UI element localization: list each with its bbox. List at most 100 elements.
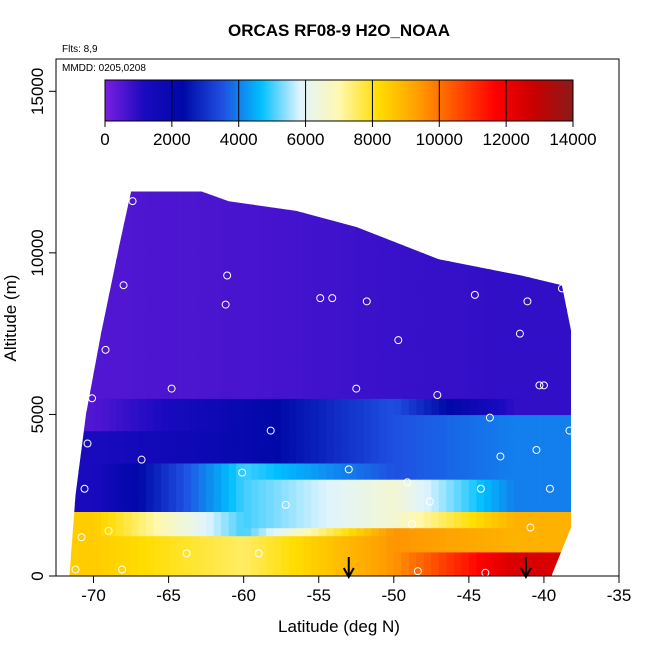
heatmap-cell (71, 446, 80, 456)
heatmap-cell (86, 204, 95, 214)
heatmap-cell (251, 511, 260, 521)
heatmap-cell (416, 191, 425, 197)
heatmap-cell (86, 191, 95, 197)
heatmap-cell (468, 317, 477, 327)
heatmap-cell (348, 236, 357, 246)
heatmap-cell (558, 471, 567, 480)
heatmap-cell (438, 204, 447, 214)
heatmap-cell (348, 333, 357, 343)
heatmap-cell (468, 333, 477, 343)
heatmap-cell (198, 543, 207, 553)
heatmap-cell (476, 244, 485, 254)
heatmap-cell (228, 430, 237, 440)
heatmap-cell (416, 382, 425, 391)
heatmap-cell (131, 341, 140, 351)
heatmap-cell (371, 244, 380, 254)
heatmap-cell (138, 196, 147, 205)
heatmap-cell (108, 293, 117, 302)
heatmap-cell (423, 406, 432, 416)
heatmap-cell (551, 333, 560, 343)
heatmap-cell (513, 430, 522, 440)
heatmap-cell (251, 487, 260, 496)
heatmap-cell (116, 390, 125, 399)
heatmap-cell (69, 301, 72, 310)
heatmap-cell (153, 543, 162, 553)
heatmap-cell (243, 357, 252, 367)
heatmap-cell (206, 191, 215, 197)
heatmap-cell (371, 414, 380, 424)
heatmap-cell (273, 357, 282, 367)
heatmap-cell (551, 551, 560, 561)
heatmap-cell (521, 487, 530, 496)
heatmap-cell (513, 285, 522, 294)
heatmap-cell (566, 309, 571, 319)
heatmap-cell (483, 406, 492, 416)
heatmap-cell (371, 349, 380, 359)
heatmap-cell (78, 325, 87, 335)
heatmap-cell (243, 511, 252, 521)
heatmap-cell (528, 567, 537, 576)
heatmap-cell (258, 479, 267, 488)
heatmap-cell (236, 191, 245, 197)
heatmap-cell (191, 551, 200, 561)
heatmap-cell (168, 519, 177, 529)
heatmap-cell (311, 293, 320, 302)
heatmap-cell (281, 220, 290, 230)
heatmap-cell (146, 511, 155, 521)
heatmap-cell (513, 220, 522, 230)
heatmap-cell (536, 349, 545, 359)
heatmap-cell (161, 309, 170, 319)
heatmap-cell (206, 454, 215, 464)
heatmap-cell (476, 479, 485, 488)
heatmap-cell (311, 503, 320, 512)
heatmap-cell (551, 503, 560, 512)
heatmap-cell (423, 204, 432, 214)
heatmap-cell (333, 366, 342, 375)
heatmap-cell (551, 196, 560, 205)
heatmap-cell (236, 398, 245, 407)
heatmap-cell (566, 317, 571, 327)
heatmap-cell (506, 212, 515, 222)
heatmap-cell (356, 252, 365, 262)
heatmap-cell (198, 212, 207, 222)
heatmap-cell (476, 357, 485, 367)
heatmap-cell (251, 559, 260, 569)
heatmap-cell (566, 341, 571, 351)
sample-point (539, 381, 548, 390)
heatmap-cell (236, 236, 245, 246)
heatmap-cell (438, 462, 447, 472)
heatmap-cell (221, 495, 230, 504)
heatmap-cell (273, 414, 282, 424)
heatmap-cell (266, 438, 275, 448)
heatmap-cell (198, 479, 207, 488)
heatmap-cell (506, 220, 515, 230)
heatmap-cell (266, 220, 275, 230)
heatmap-cell (393, 252, 402, 262)
heatmap-cell (131, 446, 140, 456)
heatmap-cell (221, 454, 230, 464)
heatmap-cell (536, 511, 545, 521)
heatmap-cell (401, 398, 410, 407)
heatmap-cell (266, 519, 275, 529)
sample-point (403, 478, 412, 487)
heatmap-cell (566, 414, 571, 424)
heatmap-cell (476, 212, 485, 222)
heatmap-cell (273, 567, 282, 576)
heatmap-cell (461, 212, 470, 222)
heatmap-cell (138, 438, 147, 448)
heatmap-cell (236, 479, 245, 488)
sample-point (266, 426, 275, 435)
heatmap-cell (251, 252, 260, 262)
heatmap-cell (461, 269, 470, 278)
heatmap-cell (131, 438, 140, 448)
heatmap-cell (311, 535, 320, 545)
heatmap-cell (101, 551, 110, 561)
heatmap-cell (498, 495, 507, 504)
heatmap-cell (566, 406, 571, 416)
heatmap-cell (191, 543, 200, 553)
heatmap-cell (348, 341, 357, 351)
heatmap-cell (476, 471, 485, 480)
heatmap-cell (288, 228, 297, 238)
heatmap-cell (296, 220, 305, 230)
heatmap-cell (431, 196, 440, 205)
